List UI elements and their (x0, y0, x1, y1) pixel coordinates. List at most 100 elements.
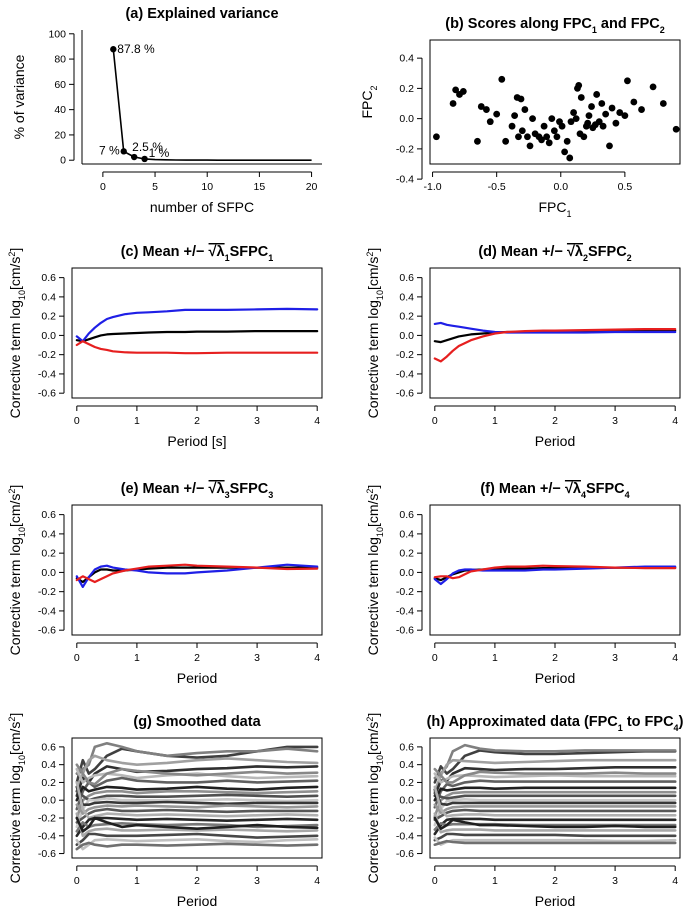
y-tick-label: 0.4 (41, 759, 56, 771)
data-point (649, 83, 657, 91)
x-tick-label: 15 (254, 181, 266, 193)
data-point (449, 100, 457, 107)
y-tick-label: -0.4 (38, 605, 56, 617)
x-ticks: 0 1 2 3 4 (74, 405, 320, 427)
series-line-h12 (433, 803, 677, 815)
y-tick-label: 0.0 (399, 113, 414, 125)
y-ticks: -0.6 -0.4 -0.2 0.0 0.2 0.4 0.6 (38, 272, 65, 400)
x-tick-label: 0.0 (553, 181, 568, 193)
x-tick-label: -0.5 (488, 181, 506, 193)
series-line-h20 (433, 839, 677, 847)
x-ticks: 0 1 2 3 4 (432, 405, 678, 427)
data-point (659, 100, 667, 107)
x-ticks: 0 1 2 3 4 (432, 865, 678, 887)
x-tick-label: 2 (194, 415, 200, 427)
x-ticks: 0 5 10 15 20 (100, 171, 318, 193)
x-ticks: 0 1 2 3 4 (74, 642, 320, 664)
y-tick-label: -0.2 (396, 349, 414, 361)
series-line-h6 (433, 779, 677, 809)
y-tick-label: -0.2 (396, 813, 414, 825)
x-tick-label: 3 (254, 875, 260, 887)
y-tick-label: 0.0 (399, 330, 414, 342)
series-line-s19 (75, 837, 319, 851)
x-tick-label: 3 (612, 415, 618, 427)
x-tick-label: 20 (306, 181, 318, 193)
series-line-h15 (433, 817, 677, 836)
x-axis-label: Period (535, 433, 575, 449)
x-tick-label: 4 (672, 415, 678, 427)
series-line-s17 (75, 812, 319, 838)
data-point (563, 137, 571, 145)
data-point (493, 110, 501, 118)
x-tick-label: 4 (314, 875, 320, 887)
x-ticks: 0 1 2 3 4 (432, 642, 678, 664)
data-point (529, 115, 536, 123)
data-point (515, 133, 522, 141)
data-label: 2.5 % (132, 140, 163, 154)
y-axis-label: FPC2 (359, 85, 379, 118)
y-ticks: 0 20 40 60 80 100 (48, 28, 75, 167)
x-tick-label: 1 (492, 415, 498, 427)
y-tick-label: -0.6 (38, 848, 56, 860)
data-point (550, 127, 558, 135)
series-line-s8 (75, 789, 319, 820)
series-line-h5 (433, 772, 677, 784)
y-tick-label: -0.4 (396, 368, 414, 380)
series-line-plus (75, 307, 319, 343)
series-line-h8 (433, 790, 677, 818)
data-point (606, 142, 613, 150)
data-point (602, 110, 610, 118)
y-tick-label: 0.2 (399, 311, 414, 323)
y-tick-label: 0.2 (41, 777, 56, 789)
y-tick-label: 100 (48, 28, 66, 40)
data-point (608, 104, 616, 112)
x-tick-label: 3 (254, 652, 260, 664)
x-tick-label: 0 (100, 181, 106, 193)
y-tick-label: 0.2 (399, 83, 414, 95)
data-point (452, 86, 460, 94)
data-point (599, 122, 607, 130)
data-point (572, 115, 580, 123)
y-tick-label: 0.0 (41, 330, 56, 342)
y-tick-label: 0.0 (399, 795, 414, 807)
data-label: 1 % (149, 146, 170, 160)
data-point (524, 133, 531, 141)
y-tick-label: -0.6 (396, 625, 414, 637)
data-point (543, 133, 551, 141)
series-line-h11 (433, 788, 677, 807)
x-tick-label: 3 (612, 652, 618, 664)
y-tick-label: 0.4 (399, 759, 414, 771)
x-tick-label: 2 (194, 652, 200, 664)
y-tick-label: -0.6 (38, 388, 56, 400)
series-line-mean (75, 330, 319, 343)
series-line-s7 (75, 785, 319, 802)
series-line-s2 (75, 741, 319, 775)
series-line-minus (75, 563, 319, 584)
y-tick-label: 0.4 (399, 291, 414, 303)
y-tick-label: 40 (54, 104, 66, 116)
data-point (511, 112, 519, 120)
variance-point (110, 46, 117, 53)
plot-frame (429, 504, 681, 636)
x-tick-label: 1 (134, 652, 140, 664)
data-point (517, 95, 525, 103)
y-ticks: -0.6 -0.4 -0.2 0.0 0.2 0.4 0.6 (38, 741, 65, 860)
series-line-s10 (75, 797, 319, 829)
series-line-h17 (433, 812, 677, 834)
data-label: 87.8 % (117, 42, 155, 56)
series-line-h7 (433, 786, 677, 802)
data-point (498, 75, 506, 83)
series-line-s20 (75, 841, 319, 851)
x-tick-label: 4 (672, 875, 678, 887)
data-point (672, 125, 680, 133)
x-axis-label: FPC1 (538, 199, 571, 219)
series-line-h21 (433, 767, 677, 784)
data-point (585, 112, 593, 120)
variance-point (141, 155, 148, 163)
data-point (545, 139, 553, 147)
panel-e: (e) Mean +/− √λ3SFPC3 0 1 2 3 4 -0.6 -0.4 -0.2 0.… (7, 481, 323, 686)
y-tick-label: 0.4 (41, 528, 56, 540)
x-axis-label: number of SFPC (150, 199, 254, 215)
plot-frame (71, 267, 323, 399)
x-tick-label: 3 (254, 415, 260, 427)
